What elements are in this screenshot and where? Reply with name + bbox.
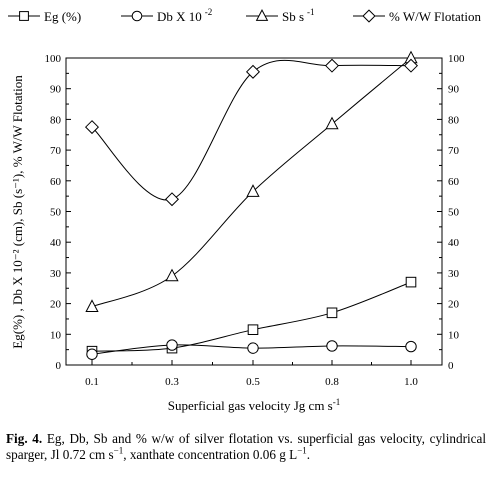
x-tick-label: 1.0 (404, 376, 418, 388)
x-axis-label: Superficial gas velocity Jg cm s-1 (168, 397, 341, 413)
caption-text-3: . (306, 446, 311, 462)
data-point-circle (326, 340, 338, 352)
data-point-triangle (165, 268, 179, 282)
y-tick-label-right: 60 (448, 176, 460, 188)
data-point-diamond (245, 64, 261, 79)
legend-label-text: Db X 10 (157, 9, 202, 24)
data-point-diamond (164, 192, 180, 207)
y-tick-label-right: 90 (448, 84, 460, 96)
y-tick-label-left: 50 (50, 207, 62, 219)
data-point-diamond (84, 120, 100, 135)
data-point-triangle (246, 184, 260, 197)
data-point-triangle (85, 299, 99, 312)
y-tick-label-right: 80 (448, 114, 460, 126)
data-point-circle (86, 348, 98, 360)
y-tick-label-right: 10 (448, 329, 460, 341)
y-tick-label-left: 70 (50, 145, 62, 157)
legend-label: Db X 10 -2 (157, 7, 212, 24)
x-tick-label: 0.5 (246, 376, 260, 388)
data-point-diamond (403, 58, 419, 73)
x-tick-label: 0.8 (325, 376, 339, 388)
legend-label: Eg (%) (44, 9, 81, 24)
legend-marker-circle (131, 10, 143, 22)
caption-sup-1: −1 (113, 445, 124, 456)
y-tick-label-right: 70 (448, 145, 460, 157)
series-line-diamond (91, 59, 412, 201)
legend-marker-triangle (255, 9, 269, 21)
data-point-triangle (325, 116, 339, 130)
y-tick-label-left: 40 (50, 237, 62, 249)
y-tick-label-right: 50 (448, 207, 460, 219)
legend-label-sup: -1 (307, 7, 315, 17)
chart: Eg (%) Db X 10 -2 Sb s -1% W/W Flotation 0 01… (8, 7, 481, 413)
y-tick-label-left: 90 (50, 84, 62, 96)
axes: 0 0 10 10 20 20 30 30 40 40 50 50 60 60 70 70 80 80 90 90 10… (45, 53, 466, 388)
x-tick-label: 0.3 (165, 376, 179, 388)
caption-text-2: , xanthate concentration 0.06 g L (123, 446, 298, 462)
data-point-circle (405, 340, 417, 353)
caption-label: Fig. 4. (6, 431, 43, 446)
legend-label: Sb s -1 (282, 7, 315, 24)
caption-sup-2: −1 (297, 445, 307, 456)
plot-frame (65, 57, 443, 366)
legend-label-text: Eg (%) (44, 9, 81, 24)
legend-marker-diamond (362, 9, 376, 23)
legend-label-text: % W/W Flotation (389, 9, 481, 24)
y-tick-label-left: 30 (50, 268, 62, 280)
y-tick-label-left: 0 (56, 360, 62, 372)
data-point-diamond (324, 58, 340, 73)
y-axis-label: Eg(%) , Db X 10⁻² (cm), Sb (s⁻¹), % W/W … (10, 75, 25, 349)
caption-text: Eg, Db, Sb and % w/w of silver flotation… (6, 431, 486, 462)
marks (84, 50, 419, 360)
data-point-square (247, 324, 259, 335)
y-tick-label-left: 60 (50, 176, 62, 188)
legend-label: % W/W Flotation (389, 9, 481, 24)
data-point-circle (166, 339, 178, 351)
y-tick-label-left: 20 (50, 299, 62, 311)
x-tick-label: 0.1 (85, 376, 99, 388)
series-line-triangle (91, 57, 412, 308)
legend-label-text: Sb s (282, 9, 304, 24)
y-tick-label-right: 40 (448, 237, 460, 249)
y-tick-label-left: 10 (50, 329, 62, 341)
data-point-circle (247, 342, 259, 354)
legend-marker-square (19, 11, 29, 21)
y-tick-label-left: 80 (50, 114, 62, 126)
y-tick-label-left: 100 (45, 53, 62, 65)
data-point-square (326, 307, 338, 319)
legend-label-sup: -2 (205, 7, 213, 17)
y-tick-label-right: 0 (448, 360, 454, 372)
y-tick-label-right: 30 (448, 268, 460, 280)
y-tick-label-right: 20 (448, 299, 460, 311)
y-tick-label-right: 100 (448, 53, 465, 65)
data-point-square (405, 276, 417, 288)
legend: Eg (%) Db X 10 -2 Sb s -1 % W/W Flotation (8, 7, 481, 24)
figure-caption: Fig. 4. Eg, Db, Sb and % w/w of silver f… (6, 431, 486, 462)
curves (91, 57, 412, 355)
x-axis-label-sup: -1 (333, 397, 341, 407)
